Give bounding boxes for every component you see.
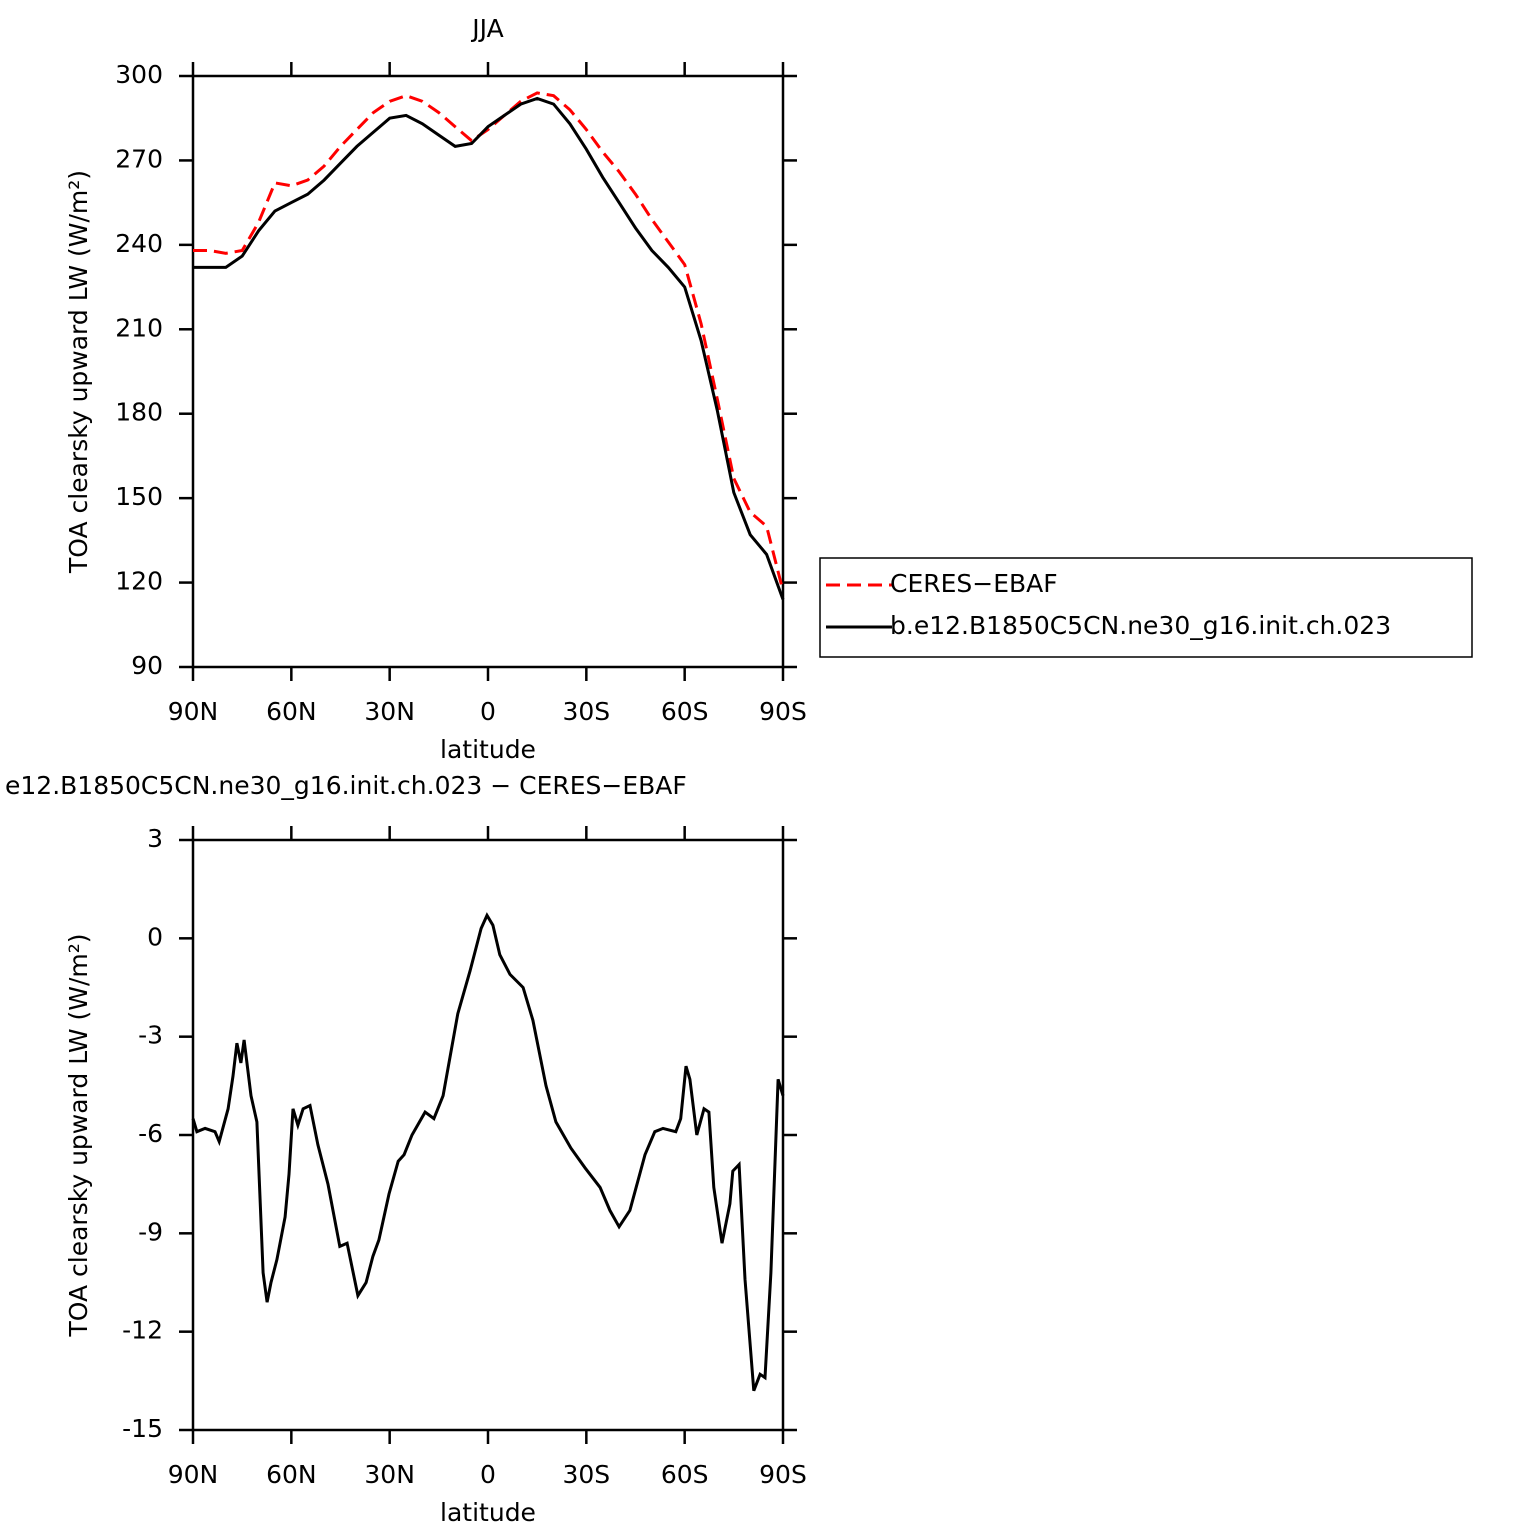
x-tick-label: 30S bbox=[562, 697, 610, 726]
x-tick-label: 90N bbox=[168, 1460, 219, 1489]
y-tick-label: -6 bbox=[138, 1119, 163, 1148]
x-tick-label: 0 bbox=[480, 1460, 496, 1489]
data-line bbox=[193, 91, 785, 592]
legend-box bbox=[819, 557, 1473, 658]
y-tick-label: 270 bbox=[115, 144, 163, 173]
y-axis-label: TOA clearsky upward LW (W/m²) bbox=[64, 933, 93, 1337]
x-tick-label: 60N bbox=[266, 1460, 317, 1489]
y-axis-label: TOA clearsky upward LW (W/m²) bbox=[64, 170, 93, 574]
y-tick-label: 0 bbox=[147, 922, 163, 951]
y-tick-label: -15 bbox=[122, 1414, 163, 1443]
y-tick-label: 210 bbox=[115, 313, 163, 342]
x-tick-label: 30N bbox=[364, 1460, 415, 1489]
legend-label: CERES−EBAF bbox=[890, 569, 1058, 598]
y-tick-label: 90 bbox=[131, 651, 163, 680]
x-tick-label: 60S bbox=[661, 1460, 709, 1489]
y-tick-label: 120 bbox=[115, 567, 163, 596]
chart-title: e12.B1850C5CN.ne30_g16.init.ch.023 − CER… bbox=[5, 771, 687, 800]
x-tick-label: 90S bbox=[759, 1460, 807, 1489]
x-axis-label: latitude bbox=[440, 735, 536, 764]
x-tick-label: 30N bbox=[364, 697, 415, 726]
x-tick-label: 90N bbox=[168, 697, 219, 726]
x-tick-label: 0 bbox=[480, 697, 496, 726]
y-tick-label: -3 bbox=[138, 1021, 163, 1050]
y-tick-label: 240 bbox=[115, 229, 163, 258]
chart-title: JJA bbox=[470, 14, 503, 43]
y-tick-label: 180 bbox=[115, 398, 163, 427]
y-tick-label: -9 bbox=[138, 1217, 163, 1246]
y-tick-label: -12 bbox=[122, 1316, 163, 1345]
data-line bbox=[191, 912, 785, 1392]
x-tick-label: 60N bbox=[266, 697, 317, 726]
x-tick-label: 60S bbox=[661, 697, 709, 726]
y-tick-label: 3 bbox=[147, 824, 163, 853]
legend-label: b.e12.B1850C5CN.ne30_g16.init.ch.023 bbox=[890, 611, 1391, 640]
y-tick-label: 150 bbox=[115, 482, 163, 511]
y-tick-label: 300 bbox=[115, 60, 163, 89]
x-tick-label: 90S bbox=[759, 697, 807, 726]
x-tick-label: 30S bbox=[562, 1460, 610, 1489]
x-axis-label: latitude bbox=[440, 1498, 536, 1527]
data-line bbox=[193, 96, 785, 601]
